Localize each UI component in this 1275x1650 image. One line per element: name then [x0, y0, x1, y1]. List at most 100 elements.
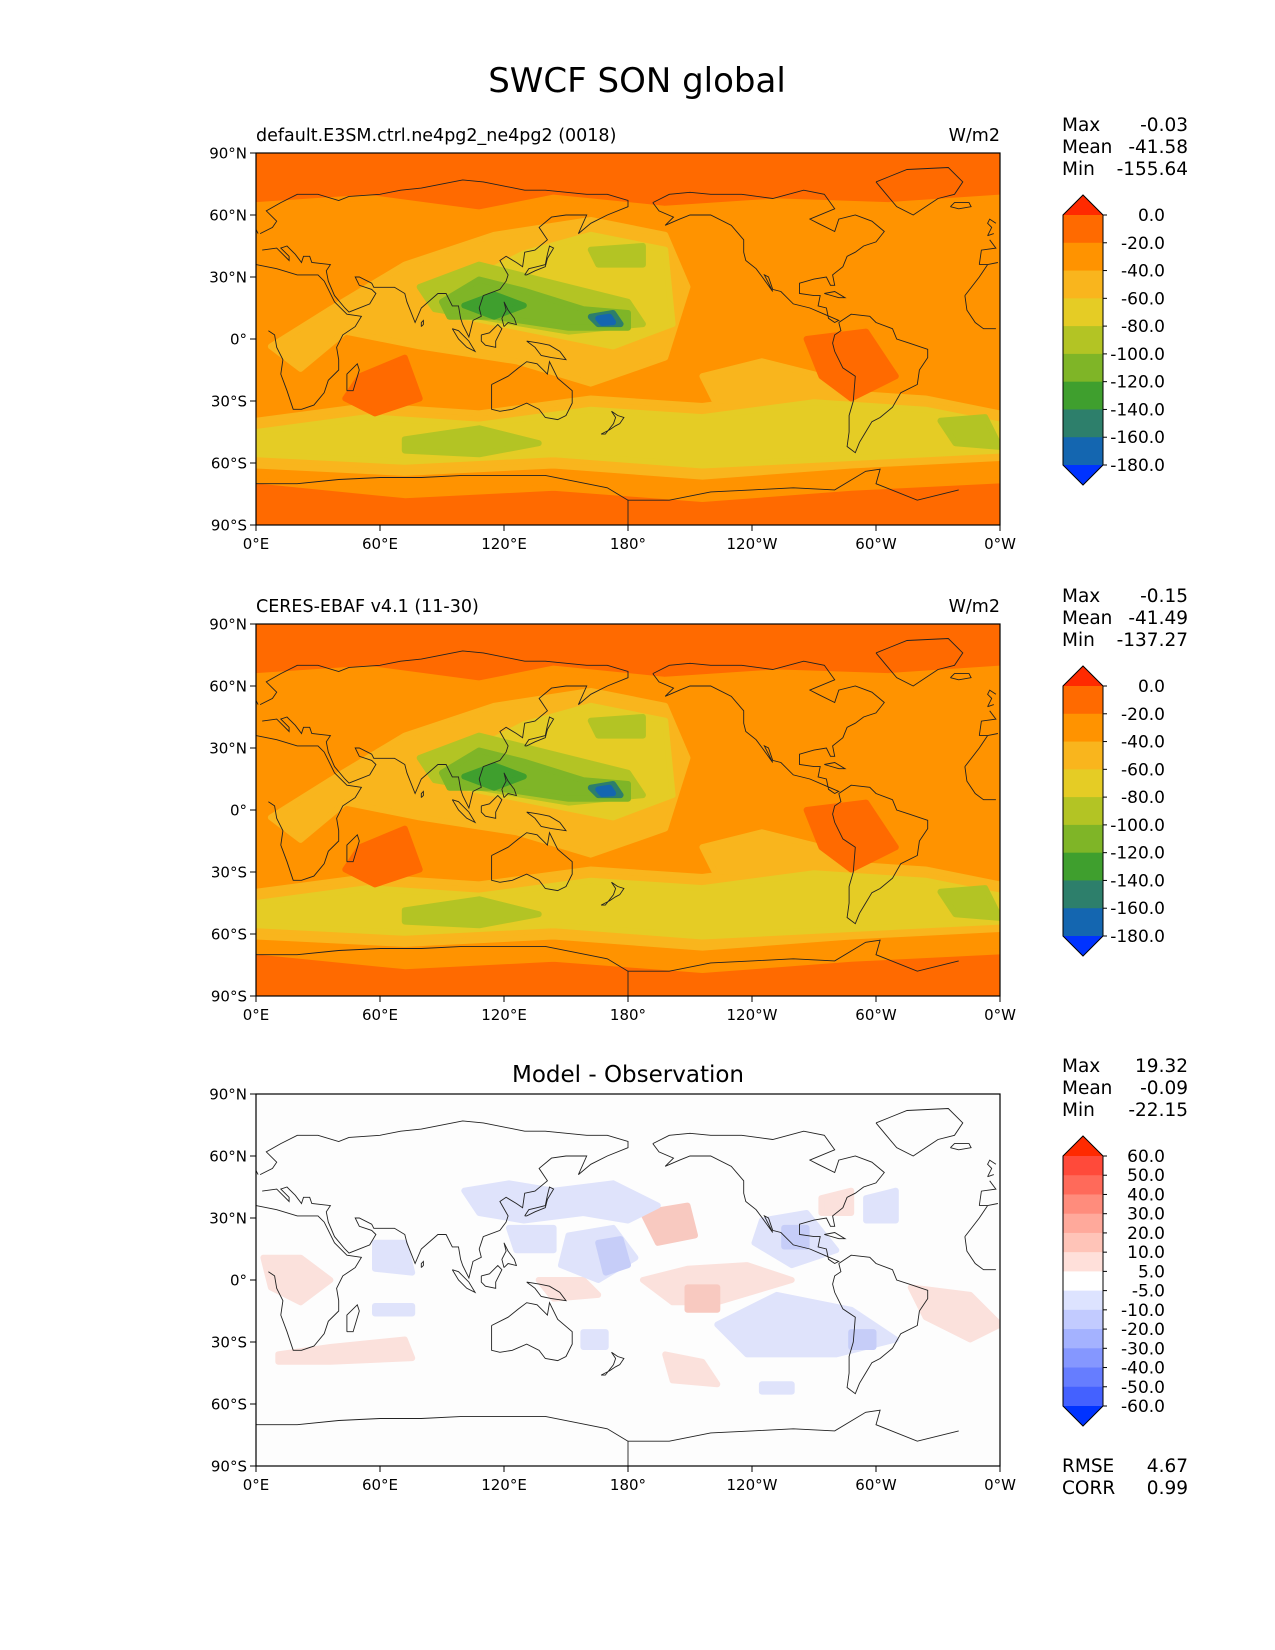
coastline	[491, 1301, 573, 1362]
lon-tick-label: 0°E	[243, 1006, 270, 1024]
stat-label: CORR	[1062, 1478, 1115, 1499]
contour-region	[803, 328, 899, 402]
stat-label: Max	[1062, 1056, 1100, 1077]
colorbar-segment	[1063, 326, 1103, 355]
stat-label: Mean	[1062, 137, 1112, 158]
stat-value: 4.67	[1147, 1456, 1188, 1477]
colorbar-label: -120.0	[1110, 844, 1165, 864]
stat-label: Min	[1062, 630, 1095, 651]
colorbar-segment	[1063, 1213, 1103, 1234]
lon-tick-label: 120°W	[727, 535, 778, 553]
coastline	[420, 1260, 424, 1268]
coastline	[824, 762, 847, 770]
stats-block: Max -0.15 Mean -41.49 Min -137.27	[1062, 586, 1188, 651]
contour-region	[461, 291, 527, 320]
lon-tick-label: 0°W	[984, 1006, 1016, 1024]
colorbar-label: -20.0	[1121, 705, 1165, 725]
colorbar-label: -80.0	[1121, 788, 1165, 808]
coastline	[600, 410, 625, 435]
contour-region	[587, 243, 646, 268]
contour-region	[684, 1284, 721, 1313]
colorbar-segment	[1063, 1348, 1103, 1369]
contour-region	[372, 1239, 416, 1276]
coastline	[964, 735, 988, 767]
coastline	[420, 319, 424, 327]
colorbar-extend-bottom	[1063, 1406, 1103, 1426]
colorbar-label: -5.0	[1132, 1282, 1165, 1302]
colorbar-segment	[1063, 409, 1103, 438]
lat-tick-label: 90°N	[209, 1086, 247, 1104]
coastline	[259, 650, 629, 810]
colorbar-label: 0.0	[1138, 677, 1165, 697]
coastline	[491, 831, 573, 892]
contour-region	[639, 1262, 795, 1306]
coastline	[526, 811, 568, 832]
coastline	[950, 202, 972, 210]
lat-tick-label: 30°S	[211, 1334, 247, 1352]
panel-title: Model - Observation	[512, 1062, 744, 1088]
colorbar-segment	[1063, 1290, 1103, 1311]
lon-tick-label: 120°E	[481, 1476, 527, 1494]
coastline	[978, 1180, 997, 1206]
coastline	[524, 245, 555, 276]
contour-region	[758, 1381, 795, 1395]
coastline	[964, 766, 996, 801]
colorbar-label: 30.0	[1127, 1205, 1165, 1225]
contour-region	[803, 799, 899, 873]
coastline	[824, 291, 847, 299]
coastline	[501, 772, 518, 798]
coastline	[480, 323, 503, 348]
colorbar-segment	[1063, 1232, 1103, 1253]
colorbar-extend-top	[1063, 1136, 1103, 1156]
lon-tick-label: 120°W	[727, 1006, 778, 1024]
coastline	[628, 468, 959, 501]
coastline	[346, 1303, 360, 1333]
colorbar-label: -20.0	[1121, 234, 1165, 254]
contour-region	[587, 714, 646, 739]
map-field	[256, 624, 1000, 996]
colorbar-segment	[1063, 1252, 1103, 1272]
colorbar-label: -40.0	[1121, 1359, 1165, 1379]
coastline	[480, 794, 503, 819]
lat-tick-label: 0°	[230, 1272, 247, 1290]
contour-region	[907, 1284, 1000, 1343]
coastline	[964, 264, 988, 296]
panel-title: default.E3SM.ctrl.ne4pg2_ne4pg2 (0018)	[256, 126, 616, 146]
coastline	[979, 733, 998, 737]
contour-region	[639, 1202, 698, 1246]
colorbar-segment	[1063, 797, 1103, 826]
coastline	[420, 790, 424, 798]
colorbar-label: -30.0	[1121, 1339, 1165, 1359]
colorbar-label: -100.0	[1110, 345, 1165, 365]
coastline	[259, 1120, 629, 1280]
contour-region	[580, 1329, 609, 1350]
contour-region	[342, 354, 423, 417]
colorbar-segment	[1063, 298, 1103, 327]
colorbar-label: -160.0	[1110, 428, 1165, 448]
colorbar-label: -180.0	[1110, 927, 1165, 947]
coastline	[259, 179, 629, 339]
coastline	[875, 167, 964, 216]
stat-value: -41.49	[1128, 608, 1188, 629]
lat-tick-label: 90°N	[209, 145, 247, 163]
coastline	[256, 1415, 629, 1466]
map-panel-1: default.E3SM.ctrl.ne4pg2_ne4pg2 (0018) W/…	[209, 115, 1188, 553]
colorbar-segment	[1063, 215, 1103, 244]
contour-region	[848, 1329, 877, 1350]
coastline	[451, 1269, 477, 1294]
colorbar-segment	[1063, 1386, 1103, 1407]
coastline	[346, 362, 360, 392]
contour-region	[401, 896, 542, 929]
stat-label: Mean	[1062, 1078, 1112, 1099]
stat-value: -137.27	[1117, 630, 1188, 651]
map-field	[256, 153, 1000, 525]
coastline	[256, 264, 363, 410]
panel-title: CERES-EBAF v4.1 (11-30)	[256, 597, 479, 617]
lat-tick-label: 90°S	[211, 1458, 247, 1476]
coastline	[652, 189, 885, 324]
coastline	[628, 1409, 959, 1442]
colorbar-segment	[1063, 769, 1103, 798]
coastline	[987, 218, 997, 236]
contour-region	[506, 1224, 557, 1254]
